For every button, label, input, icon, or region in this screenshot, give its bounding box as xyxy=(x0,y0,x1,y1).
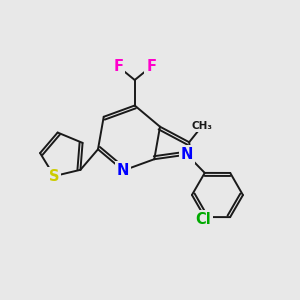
Text: F: F xyxy=(146,59,156,74)
Text: Cl: Cl xyxy=(195,212,211,227)
Text: N: N xyxy=(181,147,193,162)
Text: F: F xyxy=(113,59,123,74)
Text: S: S xyxy=(49,169,59,184)
Text: CH₃: CH₃ xyxy=(192,121,213,131)
Text: N: N xyxy=(117,163,130,178)
